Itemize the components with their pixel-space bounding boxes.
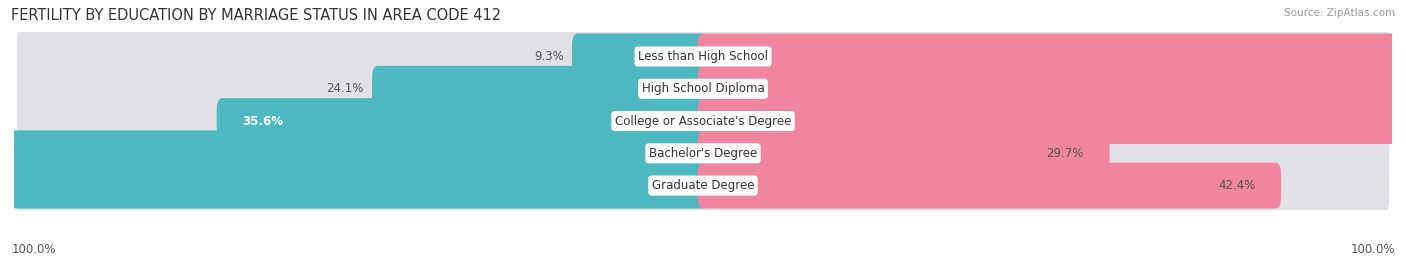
Text: College or Associate's Degree: College or Associate's Degree	[614, 115, 792, 128]
Text: Source: ZipAtlas.com: Source: ZipAtlas.com	[1284, 8, 1395, 18]
FancyBboxPatch shape	[17, 150, 1389, 221]
FancyBboxPatch shape	[0, 163, 709, 208]
FancyBboxPatch shape	[697, 34, 1406, 79]
Text: 100.0%: 100.0%	[1350, 243, 1395, 256]
Text: 42.4%: 42.4%	[1218, 179, 1256, 192]
FancyBboxPatch shape	[697, 163, 1281, 208]
Text: 35.6%: 35.6%	[242, 115, 284, 128]
FancyBboxPatch shape	[697, 98, 1406, 144]
Text: 100.0%: 100.0%	[11, 243, 56, 256]
FancyBboxPatch shape	[17, 21, 1389, 92]
Text: 29.7%: 29.7%	[1046, 147, 1084, 160]
FancyBboxPatch shape	[697, 66, 1406, 112]
Text: Bachelor's Degree: Bachelor's Degree	[650, 147, 756, 160]
FancyBboxPatch shape	[373, 66, 709, 112]
FancyBboxPatch shape	[17, 118, 1389, 189]
Text: Graduate Degree: Graduate Degree	[652, 179, 754, 192]
Text: High School Diploma: High School Diploma	[641, 82, 765, 95]
Text: 9.3%: 9.3%	[534, 50, 564, 63]
FancyBboxPatch shape	[697, 130, 1109, 176]
Text: 24.1%: 24.1%	[326, 82, 364, 95]
Text: Less than High School: Less than High School	[638, 50, 768, 63]
FancyBboxPatch shape	[0, 130, 709, 176]
FancyBboxPatch shape	[17, 53, 1389, 125]
FancyBboxPatch shape	[217, 98, 709, 144]
FancyBboxPatch shape	[572, 34, 709, 79]
FancyBboxPatch shape	[17, 85, 1389, 157]
Text: FERTILITY BY EDUCATION BY MARRIAGE STATUS IN AREA CODE 412: FERTILITY BY EDUCATION BY MARRIAGE STATU…	[11, 8, 502, 23]
